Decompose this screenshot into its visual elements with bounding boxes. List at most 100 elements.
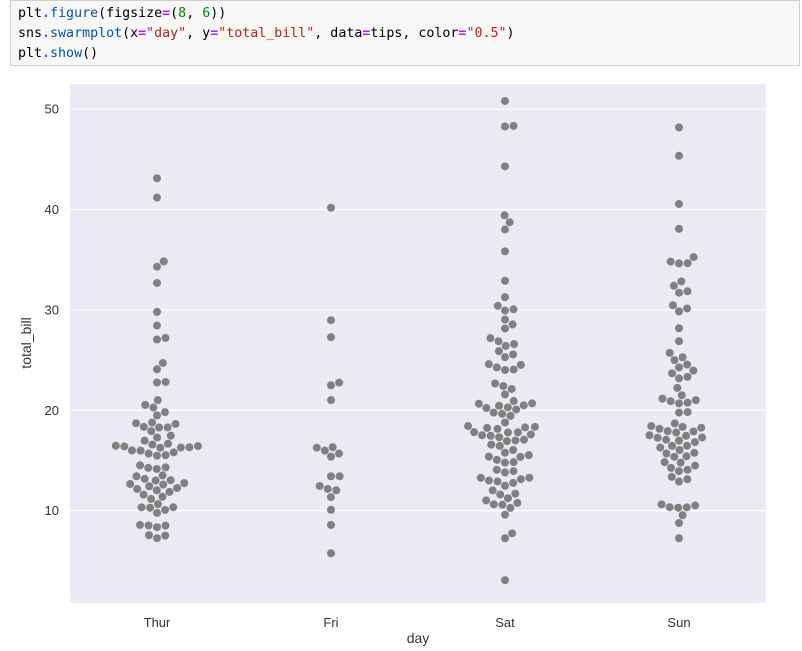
data-point [666, 397, 675, 406]
code-cell[interactable]: plt.figure(figsize=(8, 6)) sns.swarmplot… [10, 0, 800, 66]
data-point [658, 394, 667, 403]
code-token: swarmplot [50, 26, 123, 41]
data-point [169, 503, 178, 512]
data-point [494, 347, 503, 356]
data-point [508, 320, 517, 329]
data-point [484, 360, 493, 369]
code-token: = [138, 26, 147, 41]
data-point [464, 422, 473, 431]
data-point [153, 508, 161, 517]
data-point [509, 121, 518, 130]
data-point [161, 463, 170, 472]
data-point [530, 422, 539, 431]
data-point [146, 503, 155, 512]
data-point [163, 439, 172, 448]
data-point [675, 199, 683, 208]
data-point [675, 363, 683, 372]
data-point [645, 431, 654, 440]
data-point [126, 479, 135, 488]
data-point [662, 435, 671, 444]
data-point [647, 422, 656, 431]
data-point [675, 123, 683, 132]
code-token: . [42, 46, 51, 61]
data-point [486, 431, 495, 440]
data-point [111, 441, 120, 450]
data-point [509, 446, 518, 455]
code-token: = [362, 26, 371, 41]
data-point [135, 520, 144, 529]
data-point [668, 369, 677, 378]
data-point [519, 401, 528, 410]
data-point [335, 449, 344, 458]
data-point [675, 324, 683, 333]
data-point [323, 484, 332, 493]
data-point [132, 472, 141, 481]
code-line: plt.show() [18, 44, 799, 64]
data-point [327, 452, 335, 461]
data-point [484, 476, 493, 485]
data-point [156, 443, 165, 452]
data-point [668, 441, 677, 450]
data-point [501, 481, 509, 490]
data-point [501, 448, 509, 457]
data-point [521, 423, 530, 432]
data-point [153, 451, 161, 460]
data-point [501, 276, 509, 285]
data-point [678, 353, 687, 362]
data-point [327, 549, 335, 558]
data-point [335, 378, 344, 387]
data-point [690, 438, 699, 447]
data-point [689, 253, 698, 262]
data-point [506, 503, 515, 512]
data-point [493, 301, 502, 310]
y-tick-label: 50 [45, 102, 59, 117]
code-line: plt.figure(figsize=(8, 6)) [18, 4, 799, 24]
code-token: plt [18, 46, 43, 61]
data-point [525, 473, 534, 482]
data-point [512, 405, 521, 414]
data-point [327, 333, 335, 342]
data-point [668, 301, 677, 310]
data-point [153, 378, 161, 387]
data-point [675, 399, 683, 408]
data-point [488, 486, 497, 495]
data-point [691, 501, 700, 510]
x-tick-label: Thur [144, 615, 171, 630]
data-point [682, 503, 691, 512]
data-point [495, 433, 504, 442]
data-point [509, 397, 518, 406]
data-point [180, 479, 189, 488]
code-token: , y [186, 26, 211, 41]
data-point [327, 396, 335, 405]
data-point [677, 391, 686, 400]
data-point [166, 431, 175, 440]
data-point [683, 408, 692, 417]
data-point [672, 428, 681, 437]
x-tick-label: Sun [667, 615, 690, 630]
data-point [683, 441, 692, 450]
data-point [675, 408, 683, 417]
y-tick-label: 10 [45, 503, 59, 518]
data-point [690, 448, 699, 457]
code-token: , [186, 6, 203, 21]
data-point [665, 348, 674, 357]
data-point [675, 467, 683, 476]
data-point [675, 534, 683, 543]
code-token: tips, color [370, 26, 459, 41]
data-point [505, 218, 514, 227]
plot-area [70, 84, 766, 603]
data-point [675, 374, 683, 383]
data-point [509, 365, 518, 374]
data-point [489, 408, 498, 417]
data-point [501, 353, 509, 362]
data-point [501, 162, 509, 171]
data-point [166, 476, 175, 485]
data-point [140, 436, 149, 445]
data-point [478, 431, 487, 440]
code-token: (x [122, 26, 139, 41]
data-point [516, 452, 525, 461]
code-token: 8 [178, 6, 187, 21]
data-point [153, 500, 162, 509]
data-point [161, 377, 170, 386]
data-point [139, 490, 148, 499]
